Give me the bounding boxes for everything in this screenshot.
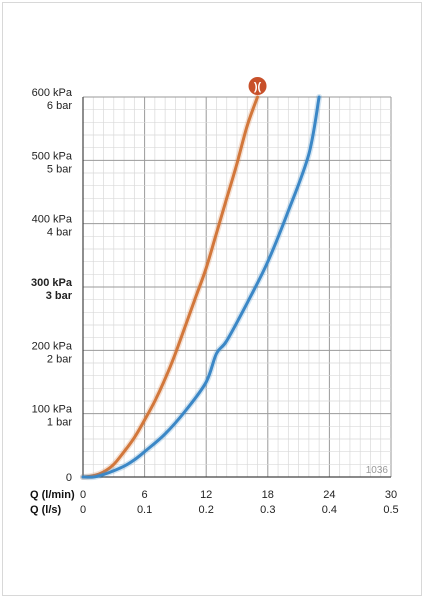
y-tick-label-kpa: 500 kPa [32,150,73,162]
x-tick-label-lmin: 6 [142,489,148,501]
x-tick-label-ls: 0.4 [322,504,337,516]
series-1-line [81,95,259,479]
x-tick-label-ls: 0.5 [383,504,398,516]
page-frame [2,2,422,596]
x-tick-label-ls: 0.2 [199,504,214,516]
y-tick-label-bar: 6 bar [47,100,72,112]
y-tick-label-zero: 0 [66,472,72,484]
y-tick-label-bar: 2 bar [47,353,72,365]
x-tick-label-lmin: 30 [385,489,397,501]
x-tick-label-ls: 0.1 [137,504,152,516]
y-tick-label-bar: 1 bar [47,417,72,429]
y-tick-label-bar: 3 bar [46,290,73,302]
y-tick-label-kpa: 300 kPa [31,277,73,289]
chart-code-label: 1036 [366,465,389,476]
x-tick-label-lmin: 24 [323,489,335,501]
x-tick-label-lmin: 0 [80,489,86,501]
x-tick-label-ls: 0.3 [260,504,275,516]
y-tick-label-kpa: 600 kPa [32,87,73,99]
marker-text: )( [254,81,262,93]
x-axis-title-lmin: Q (l/min) [30,489,75,501]
marker-circle [248,77,267,95]
chart-series [80,94,323,481]
series-2-line [81,95,321,479]
x-tick-label-lmin: 12 [200,489,212,501]
x-axis-title-ls: Q (l/s) [30,504,62,516]
x-axis-labels: 0 6 12 18 24 30 0 0.1 0.2 0.3 0.4 0.5 Q (l/min) Q (l/… [30,489,399,516]
y-tick-label-bar: 4 bar [47,227,72,239]
y-tick-label-kpa: 400 kPa [32,214,73,226]
curve-end-marker: )( [248,77,267,95]
x-tick-label-lmin: 18 [262,489,274,501]
x-tick-label-ls: 0 [80,504,86,516]
y-tick-label-kpa: 200 kPa [32,340,73,352]
y-tick-label-kpa: 100 kPa [32,404,73,416]
y-tick-label-bar: 5 bar [47,163,72,175]
